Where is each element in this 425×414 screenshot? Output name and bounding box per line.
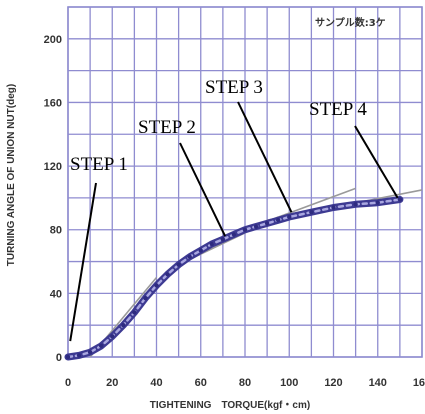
- data-point: [143, 295, 148, 301]
- step-leader-line: [354, 125, 399, 199]
- data-point: [198, 248, 203, 253]
- y-tick-label: 0: [56, 352, 62, 364]
- data-point: [165, 272, 170, 277]
- x-tick-label: 120: [324, 377, 342, 389]
- data-point: [65, 354, 71, 360]
- data-point: [231, 232, 237, 237]
- data-point: [132, 310, 137, 315]
- data-point: [331, 205, 336, 210]
- data-point: [309, 210, 314, 215]
- data-point: [264, 221, 270, 226]
- x-tick-label: 100: [280, 377, 298, 389]
- sample-count-note: サンプル数:3ケ: [315, 16, 386, 29]
- y-tick-label: 200: [44, 34, 62, 46]
- step-label: STEP 2: [138, 117, 196, 138]
- y-axis-label: TURNING ANGLE OF UNION NUT(deg): [6, 84, 17, 266]
- step-label: STEP 3: [205, 77, 263, 98]
- data-point: [98, 343, 104, 349]
- y-tick-label: 80: [50, 225, 62, 237]
- x-tick-label: 60: [195, 377, 207, 389]
- data-point: [110, 334, 115, 339]
- x-tick-label: 80: [239, 377, 251, 389]
- data-point: [154, 283, 159, 288]
- data-point: [275, 217, 281, 223]
- step-leader-line: [179, 142, 226, 237]
- data-point: [220, 237, 226, 242]
- data-point: [353, 202, 358, 207]
- step-annotations: STEP 1 STEP 2 STEP 3 STEP 4: [69, 77, 399, 342]
- data-point: [187, 254, 192, 259]
- data-point: [397, 197, 403, 202]
- data-point: [76, 353, 82, 358]
- x-tick-label: 40: [150, 377, 162, 389]
- tick-labels: 0 20 40 60 80 100 120 140 160 0 40 80 120 160 200: [44, 34, 425, 389]
- x-tick-label: 0: [65, 377, 71, 389]
- y-tick-label: 40: [50, 288, 62, 300]
- step-label: STEP 1: [70, 154, 128, 175]
- step-leader-line: [237, 101, 293, 213]
- data-point: [253, 224, 259, 229]
- data-point: [375, 200, 380, 205]
- grid: [67, 6, 423, 358]
- series-line: [66, 198, 402, 359]
- step-label: STEP 4: [309, 99, 367, 120]
- data-point: [287, 214, 292, 220]
- data-point: [176, 262, 181, 267]
- step-leader-line: [69, 182, 97, 342]
- x-axis-label: TIGHTENING TORQUE(kgf・cm): [150, 400, 310, 411]
- x-tick-label: 160: [413, 377, 425, 389]
- y-tick-label: 120: [44, 161, 62, 173]
- series-group: [64, 196, 404, 361]
- x-tick-label: 20: [106, 377, 118, 389]
- x-tick-label: 140: [369, 377, 387, 389]
- data-point: [209, 241, 215, 247]
- data-point: [121, 322, 126, 328]
- y-tick-label: 160: [44, 97, 62, 109]
- data-point: [87, 350, 93, 355]
- data-point: [242, 227, 248, 232]
